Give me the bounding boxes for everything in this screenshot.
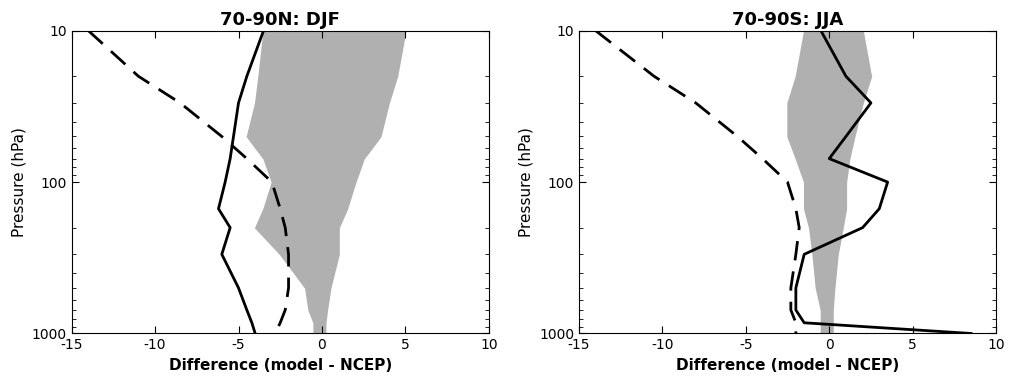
X-axis label: Difference (model - NCEP): Difference (model - NCEP) [676, 358, 899, 373]
Title: 70-90S: JJA: 70-90S: JJA [732, 11, 843, 29]
X-axis label: Difference (model - NCEP): Difference (model - NCEP) [169, 358, 392, 373]
Y-axis label: Pressure (hPa): Pressure (hPa) [518, 127, 533, 237]
Y-axis label: Pressure (hPa): Pressure (hPa) [11, 127, 26, 237]
Title: 70-90N: DJF: 70-90N: DJF [220, 11, 340, 29]
